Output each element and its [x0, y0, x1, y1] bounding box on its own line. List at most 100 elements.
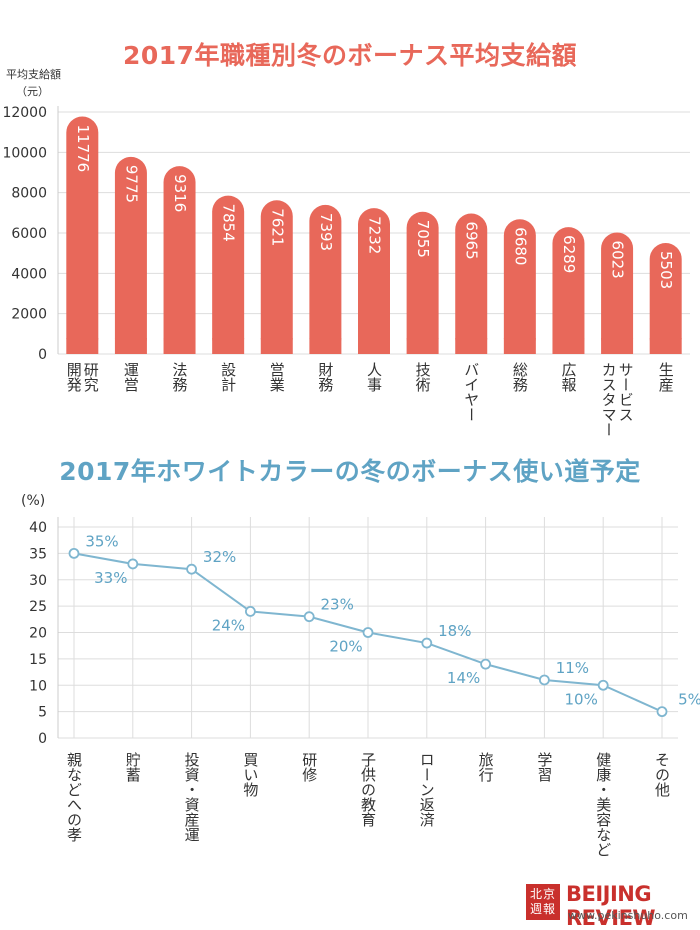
x-tick-label: 運営 — [122, 362, 140, 392]
bar-base — [260, 338, 293, 354]
bar-value-label: 9775 — [122, 165, 140, 203]
data-point — [362, 627, 374, 638]
bar-base — [163, 338, 196, 354]
x-tick-label: 法務 — [171, 362, 189, 393]
x-tick-label: バイヤー — [462, 362, 480, 422]
y-tick-label: 10000 — [2, 145, 47, 161]
bar — [455, 213, 488, 354]
bar-chart-title: 2017年職種別冬のボーナス平均支給額 — [122, 41, 578, 70]
y-axis-unit: （元） — [16, 85, 49, 98]
x-tick-label: 親などへの孝 — [65, 752, 83, 842]
bar-base — [406, 338, 439, 354]
bar — [309, 204, 342, 354]
x-tick-label: 研究 — [82, 362, 100, 393]
data-point — [186, 563, 198, 575]
x-tick-label: 人事 — [365, 362, 383, 392]
data-point — [539, 674, 550, 686]
bar — [260, 200, 293, 354]
y-tick-label: 0 — [38, 731, 47, 747]
y-tick-label: 8000 — [11, 186, 47, 202]
data-label: 20% — [329, 638, 362, 656]
bar — [601, 232, 634, 354]
x-tick-label: 開発 — [65, 362, 83, 393]
bar-chart: 平均支給額 （元） 0 2000 4000 6000 8000 10000 12000 11776… — [2, 67, 690, 437]
bar — [552, 227, 585, 354]
y-tick-label: 25 — [29, 599, 47, 615]
x-tick-label: カスタマー — [600, 362, 618, 437]
data-label: 32% — [203, 548, 236, 566]
bar-value-label: 7621 — [268, 208, 286, 246]
data-point — [303, 611, 315, 623]
x-tick-label: 生産 — [657, 362, 675, 393]
data-label: 35% — [85, 532, 118, 550]
x-tick-label: ローン返済 — [418, 752, 436, 827]
y-tick-label: 10 — [29, 678, 47, 694]
x-tick-label: 研修 — [300, 752, 318, 782]
x-tick-label: 子供の教育 — [359, 752, 377, 827]
bar — [163, 166, 196, 354]
data-point — [68, 547, 80, 559]
data-point — [127, 558, 139, 570]
y-tick-label: 30 — [29, 573, 47, 589]
y-axis-label: 平均支給額 — [6, 67, 61, 81]
x-tick-label: 財務 — [316, 362, 334, 393]
data-label: 10% — [565, 690, 598, 708]
bar-value-label: 6023 — [609, 241, 627, 279]
bar-value-label: 7055 — [414, 220, 432, 258]
x-tick-label: 貯蓄 — [124, 752, 142, 782]
x-tick-label: サービス — [617, 362, 635, 422]
bar-value-label: 6289 — [560, 235, 578, 273]
x-tick-label: 総務 — [511, 362, 529, 393]
x-tick-label: 学習 — [535, 752, 553, 782]
bar — [406, 211, 439, 354]
x-tick-label: 技術 — [414, 362, 432, 393]
bar-value-label: 9316 — [171, 174, 189, 212]
bar — [649, 243, 682, 354]
bar — [212, 195, 245, 354]
y-tick-label: 12000 — [2, 105, 47, 121]
bar — [114, 156, 147, 354]
y-tick-label: 4000 — [11, 266, 47, 282]
beijing-review-logo: 北京週報 BEIJING REVIEW www.pekinshuho.com — [526, 882, 696, 930]
bar-value-label: 11776 — [74, 125, 92, 173]
x-tick-label: 買い物 — [241, 752, 259, 798]
y-tick-label: 20 — [29, 626, 47, 642]
data-label: 24% — [212, 616, 245, 634]
bar-base — [358, 338, 390, 354]
bar-base — [601, 338, 634, 354]
x-tick-label: 営業 — [268, 362, 286, 392]
x-tick-label: その他 — [653, 752, 671, 798]
y-tick-label: 35 — [29, 546, 47, 562]
bar-base — [114, 338, 147, 354]
bar-base — [309, 338, 342, 354]
bar-value-label: 7854 — [220, 204, 238, 242]
y-tick-label: 40 — [29, 520, 47, 536]
x-tick-label: 広報 — [559, 362, 577, 392]
y-tick-label: 6000 — [11, 226, 47, 242]
bar-value-label: 7393 — [317, 213, 335, 251]
bar-value-label: 6965 — [463, 222, 481, 260]
bar-base — [66, 338, 99, 354]
brand-name: BEIJING REVIEW — [566, 882, 656, 930]
seal-text: 北京週報 — [529, 887, 556, 916]
bar — [358, 208, 390, 354]
data-label: 5% — [678, 691, 700, 709]
bar-value-label: 5503 — [657, 251, 675, 289]
y-axis-unit: (%) — [21, 493, 45, 509]
bar — [503, 219, 536, 354]
y-tick-label: 5 — [38, 705, 47, 721]
bar-base — [455, 338, 488, 354]
bar-base — [503, 338, 536, 354]
data-label: 33% — [94, 569, 127, 587]
data-label: 14% — [447, 669, 480, 687]
bar-base — [552, 338, 585, 354]
y-tick-label: 15 — [29, 652, 47, 668]
data-label: 11% — [556, 659, 589, 677]
beijing-review-seal: 北京週報 — [526, 884, 560, 920]
data-label: 23% — [321, 596, 354, 614]
y-tick-label: 0 — [38, 347, 47, 363]
data-point — [656, 706, 668, 718]
x-tick-label: 投資・資産運 — [183, 752, 201, 842]
data-point — [421, 637, 433, 649]
